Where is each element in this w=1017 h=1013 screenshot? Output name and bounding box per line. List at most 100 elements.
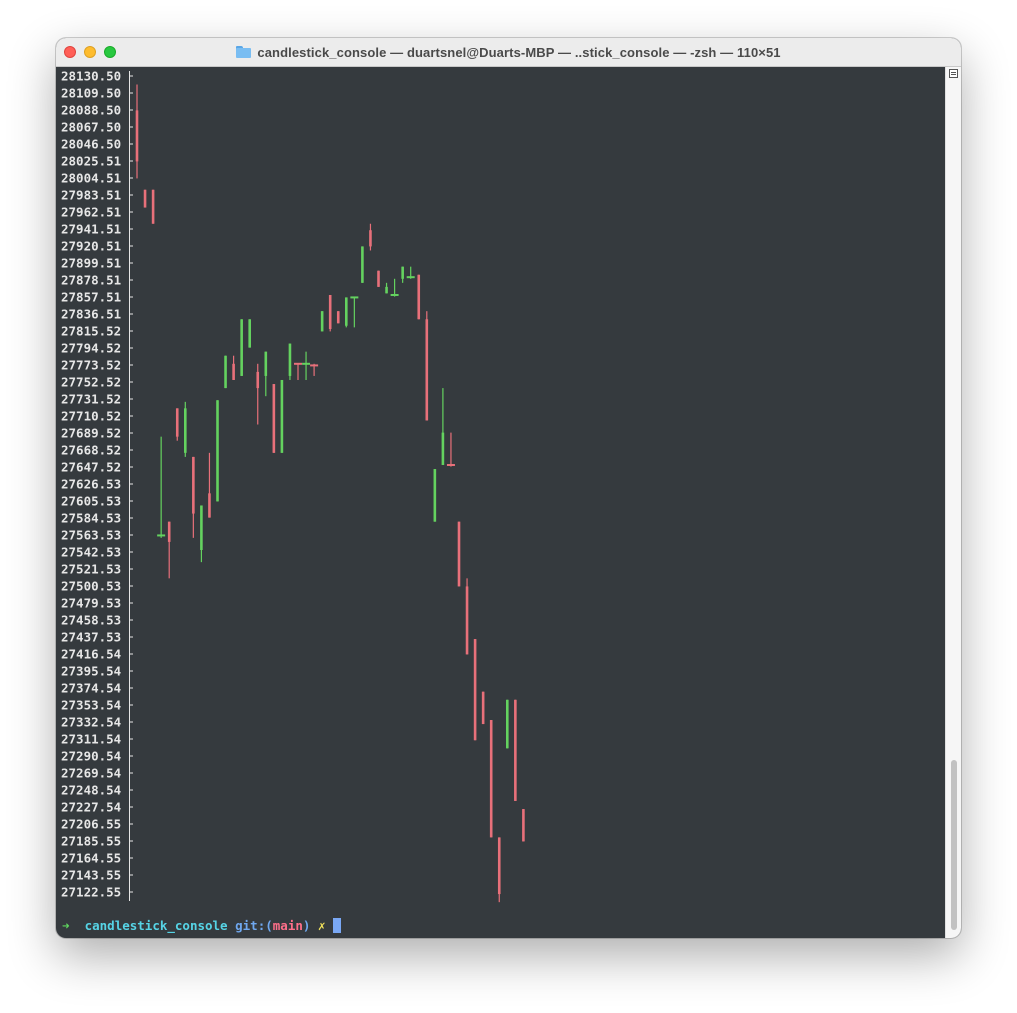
candle [135,84,139,179]
candle [336,311,340,324]
y-tick-label: 27647.52 [61,460,121,475]
y-tick-label: 27290.54 [61,749,121,764]
candle [350,296,359,328]
y-tick-label: 27773.52 [61,358,121,373]
candle-body [497,837,501,895]
candle [473,639,477,741]
candle-body [489,720,493,838]
close-button[interactable] [64,46,76,58]
candle [310,363,319,376]
candlestick-chart: 28130.50 28109.50 28088.50 28067.50 28046.50… [61,69,525,903]
y-tick-label: 27437.53 [61,630,121,645]
y-tick-label: 27206.55 [61,817,121,832]
title-bar[interactable]: candlestick_console — duartsnel@Duarts-M… [56,38,961,67]
candle-body [417,274,421,320]
y-tick-label: 27479.53 [61,596,121,611]
candle-body [425,319,429,421]
candle [385,282,388,294]
candle [151,189,155,224]
zoom-button[interactable] [104,46,116,58]
candle [320,311,324,332]
candle-body [240,319,243,376]
window-title: candlestick_console — duartsnel@Duarts-M… [257,44,781,60]
y-tick-label: 27815.52 [61,324,121,339]
candle [406,266,415,279]
prompt-dirty-icon: ✗ [317,918,326,933]
y-tick-label: 28025.51 [61,154,121,169]
y-tick-label: 28046.50 [61,137,121,152]
candle-body [264,351,268,376]
y-tick-label: 27395.54 [61,664,121,679]
prompt-close-paren: ) [302,918,311,933]
split-pane-icon[interactable] [949,69,958,78]
candle [514,699,517,801]
candle [302,351,311,380]
y-tick-label: 27878.51 [61,273,121,288]
candle-body [143,189,147,208]
candle [184,401,187,457]
y-tick-label: 27710.52 [61,409,121,424]
candle-body [473,639,477,741]
y-tick-label: 27248.54 [61,783,121,798]
candle-body [280,379,284,453]
candle [361,246,364,283]
y-axis-ticks: 28130.50 28109.50 28088.50 28067.50 28046.50… [61,69,133,900]
candle-body [294,362,302,365]
candle [425,311,429,421]
y-tick-label: 27185.55 [61,834,121,849]
candle-body [390,293,399,296]
candle-body [441,432,445,465]
candle-body [302,362,311,365]
candle-body [522,809,525,842]
y-tick-label: 28109.50 [61,86,121,101]
candle [264,351,268,397]
y-tick-label: 27164.55 [61,851,121,866]
y-tick-label: 27332.54 [61,715,121,730]
y-tick-label: 27731.52 [61,392,121,407]
terminal-output[interactable]: 28130.50 28109.50 28088.50 28067.50 28046.50… [56,67,945,938]
candle-body [377,270,380,287]
y-tick-label: 27689.52 [61,426,121,441]
candle-body [506,699,509,749]
y-tick-label: 27752.52 [61,375,121,390]
candle [369,223,372,251]
candle [232,355,235,380]
candle [506,699,509,749]
candle [248,319,251,348]
candle-body [167,521,171,542]
candle [256,363,260,425]
scroll-thumb[interactable] [951,760,957,930]
y-tick-label: 28088.50 [61,103,121,118]
y-tick-label: 27521.53 [61,562,121,577]
candles [135,84,525,903]
y-tick-label: 27668.52 [61,443,121,458]
vertical-scrollbar[interactable] [945,67,961,938]
candle-body [481,691,485,725]
minimize-button[interactable] [84,46,96,58]
y-tick-label: 27584.53 [61,511,121,526]
candle-body [184,408,187,453]
candle-body [369,230,372,247]
candle-body [208,493,211,518]
candle-body [232,363,235,380]
candle-body [465,586,469,655]
y-tick-label: 27353.54 [61,698,121,713]
candle [240,319,243,376]
candle-body [401,266,404,279]
candle-body [135,110,139,162]
candle [328,294,332,332]
prompt-arrow-icon: ➜ [62,918,70,933]
candle [345,297,348,328]
window-title-group: candlestick_console — duartsnel@Duarts-M… [236,44,781,60]
candle [294,362,302,380]
y-tick-label: 28004.51 [61,171,121,186]
shell-prompt[interactable]: ➜ candlestick_console git:(main) ✗ [62,917,341,934]
candle-body [514,699,517,801]
candle [192,456,195,538]
y-tick-label: 27836.51 [61,307,121,322]
y-tick-label: 28067.50 [61,120,121,135]
candle-body [200,505,203,550]
candle-body [248,319,251,348]
y-tick-label: 27962.51 [61,205,121,220]
y-tick-label: 27983.51 [61,188,121,203]
